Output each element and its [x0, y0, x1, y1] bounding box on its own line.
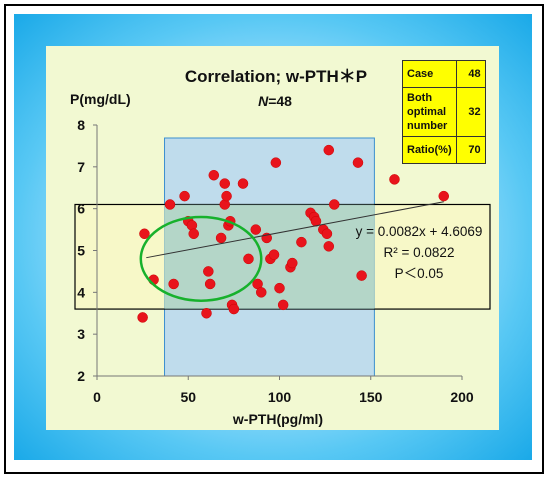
- stats-table: Case 48 Both optimal number 32 Ratio(%) …: [402, 60, 486, 164]
- stats-row-both-optimal: Both optimal number 32: [402, 87, 486, 137]
- y-axis-label: P(mg/dL): [70, 91, 131, 107]
- data-point: [203, 266, 214, 277]
- data-point: [215, 232, 227, 244]
- x-tick-label: 100: [268, 389, 292, 405]
- y-tick-label: 6: [77, 201, 85, 217]
- stats-row-case: Case 48: [402, 60, 486, 88]
- data-points: [137, 144, 449, 323]
- x-tick-label: 0: [93, 389, 101, 405]
- data-point: [221, 190, 232, 202]
- highlight-ellipse: [139, 215, 263, 302]
- data-point: [389, 174, 400, 185]
- x-tick-label: 200: [450, 389, 474, 405]
- data-point: [201, 308, 212, 319]
- n-label: N=48: [258, 93, 292, 109]
- data-point: [323, 144, 335, 156]
- axes: [93, 124, 463, 380]
- data-point: [179, 190, 190, 202]
- stats-label: Both optimal number: [402, 87, 457, 137]
- x-tick-label: 50: [180, 389, 196, 405]
- stats-row-ratio: Ratio(%) 70: [402, 136, 486, 164]
- data-point: [137, 312, 148, 323]
- stats-value: 48: [455, 60, 486, 88]
- data-point: [243, 253, 254, 265]
- data-point: [139, 228, 150, 240]
- data-point: [164, 199, 176, 210]
- stats-value: 32: [455, 87, 486, 137]
- data-point: [323, 241, 335, 252]
- stats-label: Ratio(%): [402, 136, 457, 164]
- data-point: [270, 157, 282, 168]
- data-point: [274, 282, 285, 294]
- data-point: [287, 257, 298, 269]
- data-point: [352, 157, 364, 168]
- y-tick-label: 5: [77, 243, 85, 259]
- data-point: [208, 169, 220, 181]
- data-point: [228, 303, 240, 315]
- data-point: [356, 270, 367, 281]
- data-point: [188, 228, 199, 240]
- trendline: [146, 201, 444, 259]
- equation-label: y = 0.0082x + 4.6069: [356, 224, 483, 239]
- r-squared-label: R² = 0.0822: [384, 245, 455, 260]
- y-tick-label: 3: [77, 326, 85, 342]
- p-value-label: P＜0.05: [395, 266, 444, 281]
- chart-title: Correlation; w-PTH＊P: [185, 67, 367, 86]
- data-point: [438, 190, 449, 202]
- stats-label: Case: [402, 60, 457, 88]
- data-point: [256, 287, 267, 298]
- y-tick-label: 2: [77, 368, 85, 384]
- y-tick-label: 7: [77, 159, 85, 175]
- data-point: [168, 278, 179, 290]
- data-point: [237, 178, 249, 189]
- data-point: [321, 228, 333, 240]
- data-point: [268, 249, 280, 260]
- y-tick-label: 4: [77, 284, 85, 300]
- y-tick-label: 8: [77, 117, 85, 133]
- x-axis-label: w-PTH(pg/ml): [232, 411, 323, 427]
- x-tick-label: 150: [359, 389, 383, 405]
- data-point: [204, 278, 216, 290]
- data-point: [329, 199, 340, 210]
- data-point: [277, 299, 289, 311]
- data-point: [296, 236, 307, 248]
- tick-labels: 2 3 4 5 6 7 8 0 50 100 150 200: [77, 117, 474, 405]
- data-point: [219, 178, 230, 189]
- stats-value: 70: [455, 136, 486, 164]
- data-point: [250, 224, 262, 235]
